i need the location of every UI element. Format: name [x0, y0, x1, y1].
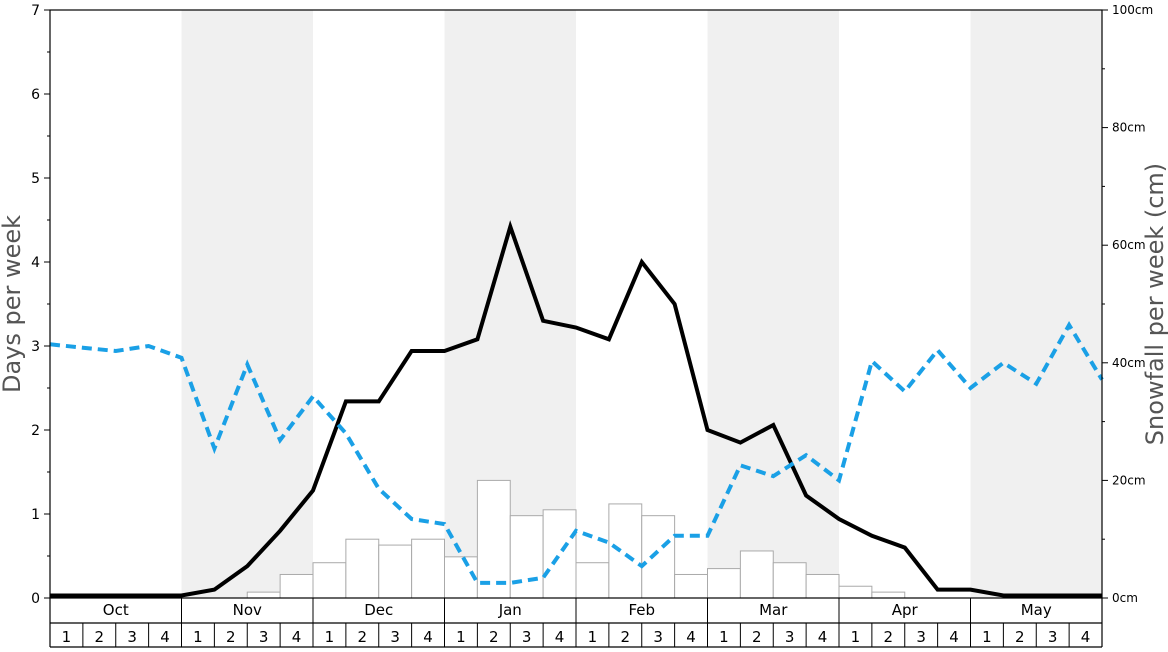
month-label-nov: Nov	[233, 601, 262, 619]
snowfall-bar	[378, 544, 413, 599]
week-label: 4	[292, 628, 302, 646]
week-label: 2	[1015, 628, 1025, 646]
month-label-oct: Oct	[103, 601, 129, 619]
snowfall-bar	[641, 515, 676, 599]
week-label: 2	[226, 628, 236, 646]
week-label: 4	[818, 628, 828, 646]
snowfall-bar	[674, 573, 708, 599]
week-label: 1	[325, 628, 335, 646]
snowfall-bar	[476, 479, 511, 599]
snowfall-bar	[542, 509, 577, 599]
week-label: 2	[95, 628, 105, 646]
month-label-may: May	[1021, 601, 1052, 619]
y-axis-right: 0cm 20cm 40cm 60cm 80cm 100cm	[1102, 3, 1153, 605]
y-right-tick-label: 20cm	[1112, 473, 1146, 487]
week-label: 1	[62, 628, 72, 646]
week-label: 2	[752, 628, 762, 646]
snowfall-bar	[246, 591, 281, 599]
y-right-tick-label: 60cm	[1112, 238, 1146, 252]
week-label: 4	[949, 628, 959, 646]
y-left-tick-label: 4	[31, 255, 40, 271]
month-label-apr: Apr	[892, 601, 919, 619]
snowfall-bar	[739, 550, 774, 599]
month-band-nov	[181, 10, 313, 598]
month-label-feb: Feb	[628, 601, 655, 619]
week-label: 1	[719, 628, 729, 646]
week-label: 3	[522, 628, 532, 646]
week-label: 1	[456, 628, 466, 646]
snowfall-bar	[279, 573, 314, 599]
month-label-dec: Dec	[364, 601, 393, 619]
week-label: 3	[653, 628, 663, 646]
week-label: 1	[193, 628, 203, 646]
week-label: 4	[555, 628, 565, 646]
y-left-tick-label: 2	[31, 423, 40, 439]
y-axis-left-title: Days per week	[0, 215, 26, 393]
y-left-tick-label: 0	[31, 591, 40, 607]
snowfall-bar	[575, 562, 610, 599]
snowfall-bar	[312, 562, 347, 599]
snowfall-bar	[345, 538, 380, 599]
y-right-tick-label: 80cm	[1112, 121, 1146, 135]
snowfall-bar	[772, 562, 807, 599]
week-label: 4	[160, 628, 170, 646]
week-label: 3	[916, 628, 926, 646]
week-label: 3	[390, 628, 400, 646]
week-label: 1	[588, 628, 598, 646]
snowfall-bars	[246, 479, 906, 599]
week-label: 3	[785, 628, 795, 646]
data-lines	[49, 220, 1104, 598]
week-label: 1	[851, 628, 861, 646]
solid-line-series	[50, 220, 1102, 598]
y-right-tick-label: 0cm	[1112, 591, 1138, 605]
month-bands	[181, 10, 1102, 598]
week-label: 4	[686, 628, 696, 646]
week-label: 4	[1081, 628, 1091, 646]
y-left-tick-label: 3	[31, 339, 40, 355]
snowfall-bar	[838, 585, 873, 599]
y-axis-left: 0 1 2 3 4 5 6 7	[31, 3, 50, 607]
month-band-may	[970, 10, 1102, 598]
snowfall-bar	[411, 538, 445, 599]
y-right-tick-label: 100cm	[1112, 3, 1153, 17]
snowfall-bar	[805, 573, 840, 599]
y-left-tick-label: 6	[31, 87, 40, 103]
snowfall-bar	[509, 515, 544, 599]
y-left-tick-label: 5	[31, 171, 40, 187]
month-label-mar: Mar	[759, 601, 788, 619]
week-label: 3	[1048, 628, 1058, 646]
week-label: 4	[423, 628, 433, 646]
month-band-mar	[707, 10, 839, 598]
x-axis-table: Oct 1 2 3 4 Nov 1 2 3 4 Dec 1 2 3 4 Jan 1 2 3 4 Feb 1 2 3 4 Mar 1 2…	[49, 598, 1103, 648]
snowfall-bar	[871, 591, 906, 599]
week-label: 2	[358, 628, 368, 646]
month-label-jan: Jan	[498, 601, 522, 619]
week-label: 3	[259, 628, 269, 646]
y-right-tick-label: 40cm	[1112, 356, 1146, 370]
week-label: 1	[982, 628, 992, 646]
snowfall-bar	[608, 503, 643, 599]
week-label: 3	[127, 628, 137, 646]
y-left-tick-label: 7	[31, 3, 40, 19]
snowfall-bar	[707, 568, 741, 599]
snowfall-bar	[444, 556, 478, 599]
week-label: 2	[884, 628, 894, 646]
y-left-tick-label: 1	[31, 507, 40, 523]
week-label: 2	[621, 628, 631, 646]
week-label: 2	[489, 628, 499, 646]
y-axis-right-title: Snowfall per week (cm)	[1141, 163, 1168, 445]
dashed-line-series	[49, 321, 1104, 585]
